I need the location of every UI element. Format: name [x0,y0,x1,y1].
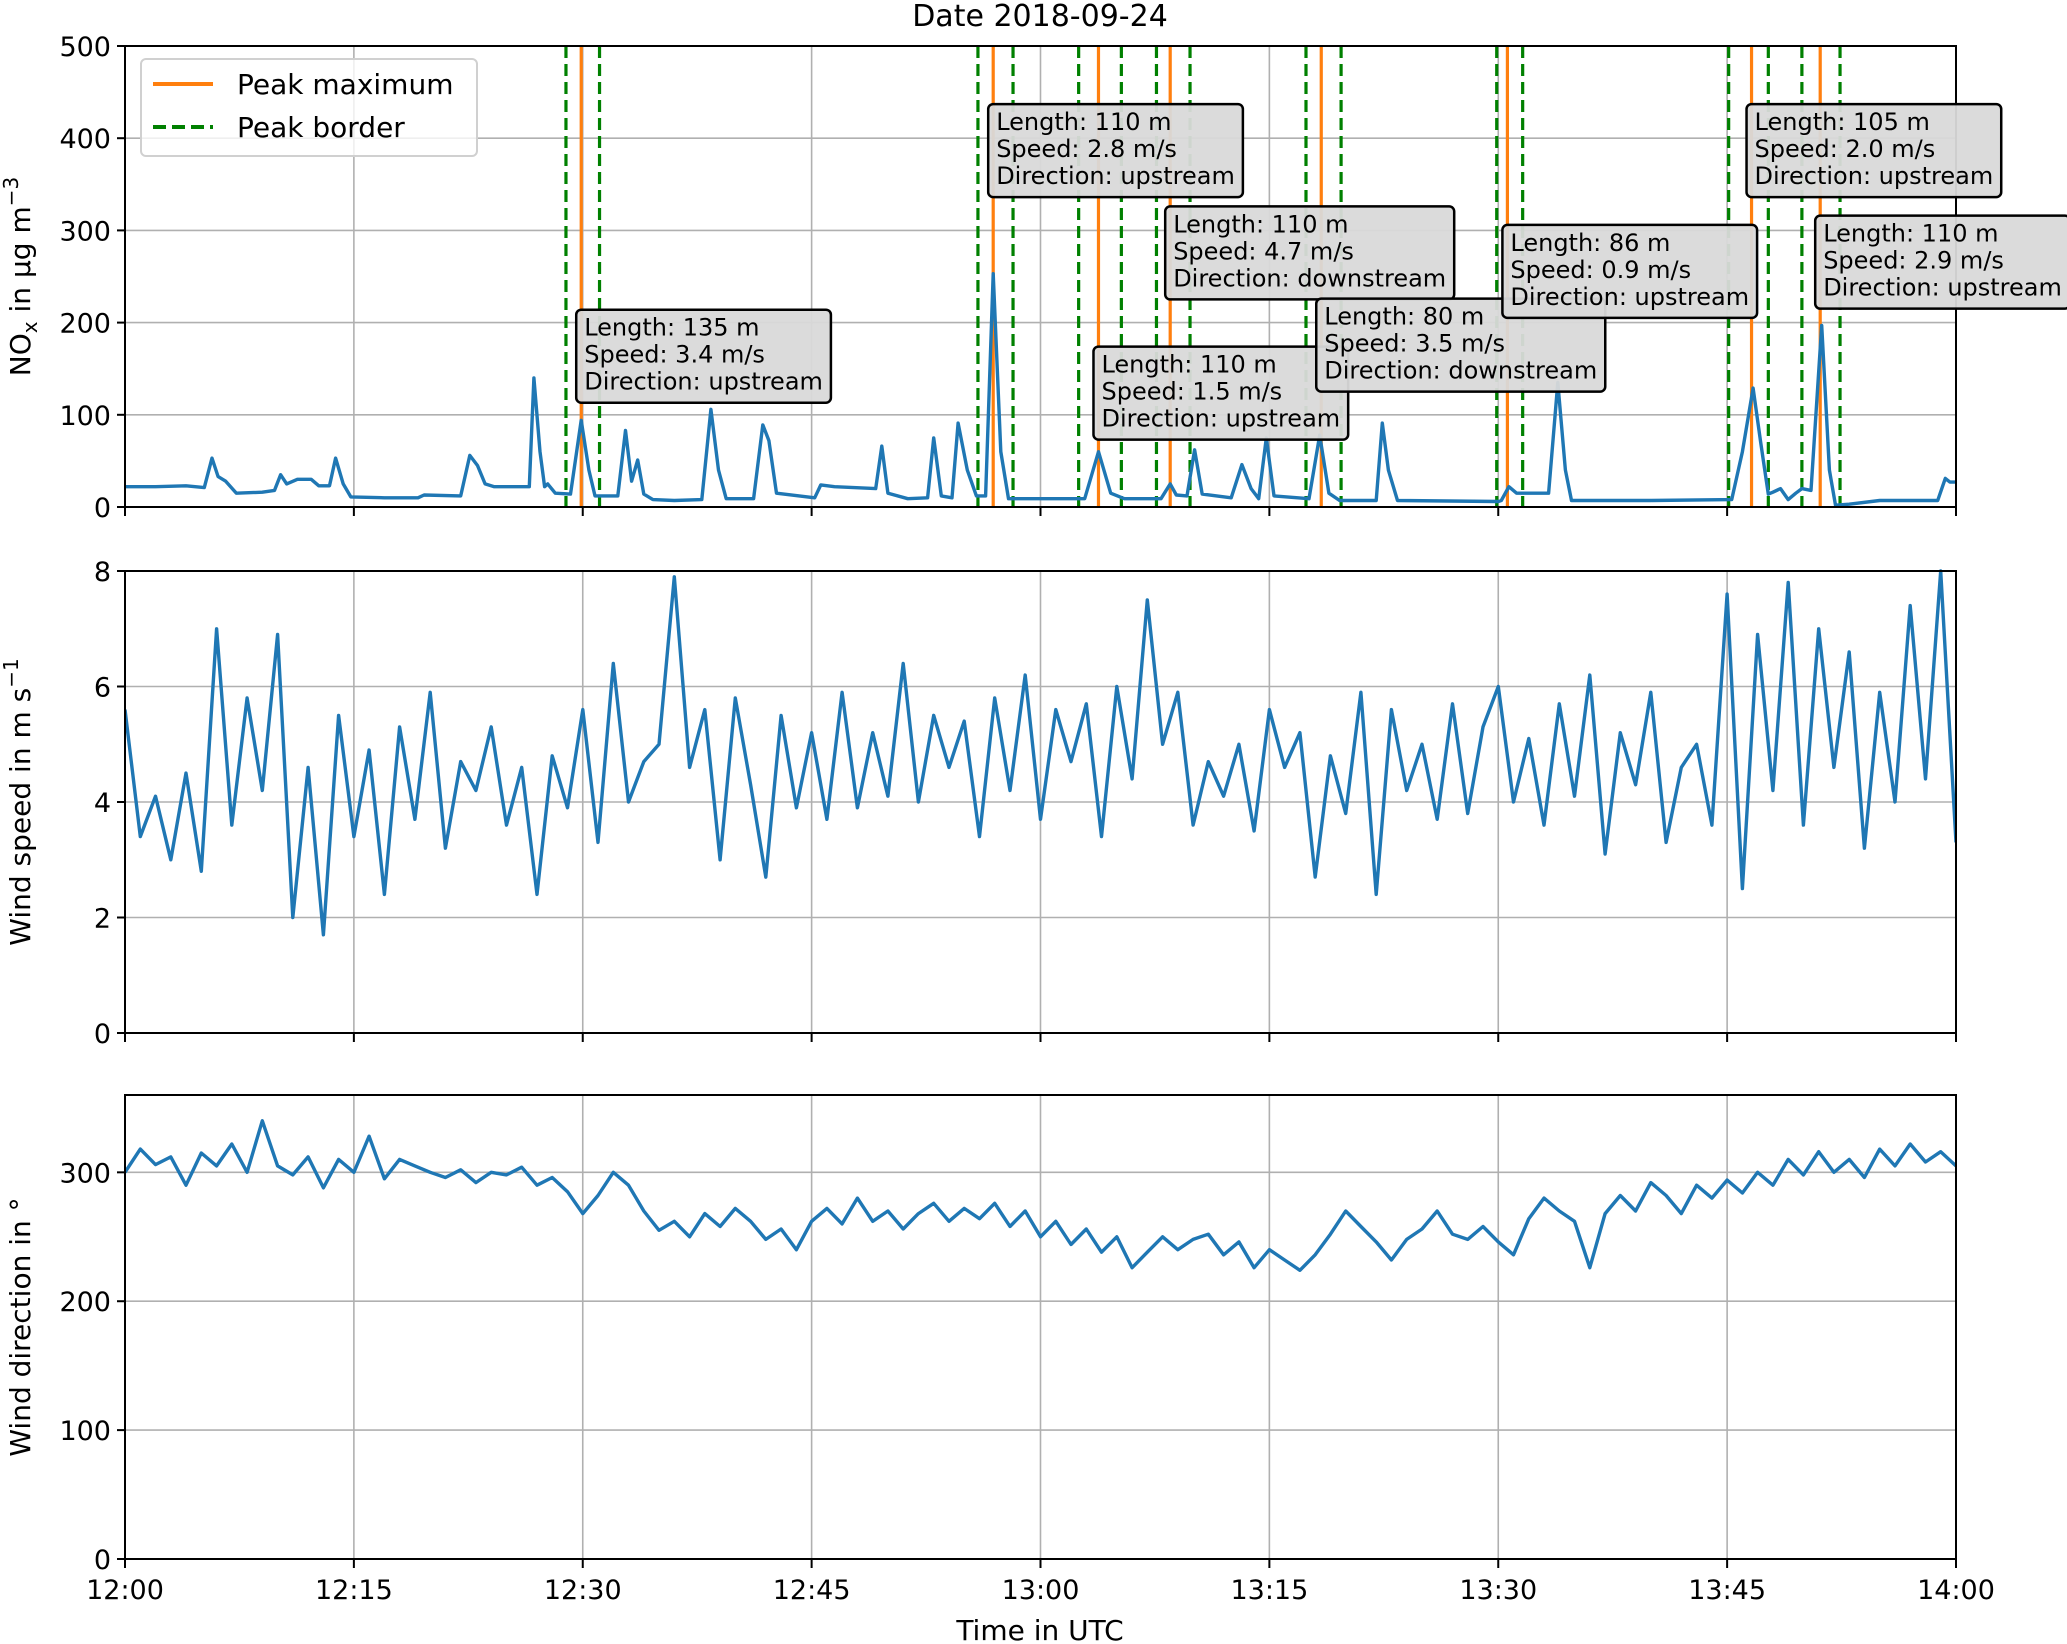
y-tick-label: 4 [94,788,111,819]
legend: Peak maximum Peak border [140,58,478,157]
panel-1: 0 100 200 300 400 500 NOx in µg m−3 Length: 135… [0,32,2067,524]
data-series-line [125,569,1956,937]
y-tick-label: 200 [59,1287,111,1318]
x-tick-label: 12:30 [544,1575,622,1606]
annotation-line: Speed: 1.5 m/s [1101,378,1282,406]
annotation-line: Speed: 3.4 m/s [584,341,765,369]
data-series-line [125,272,1956,507]
x-tick-label: 12:15 [315,1575,393,1606]
annotation-line: Length: 86 m [1510,229,1670,257]
y-tick-label: 400 [59,124,111,155]
annotation-line: Length: 110 m [1101,351,1276,379]
y-tick-label: 100 [59,1416,111,1447]
annotation-box [986,102,1245,199]
annotation-line: Direction: upstream [584,368,823,396]
annotation-line: Speed: 3.5 m/s [1324,330,1505,358]
x-tick-label: 13:30 [1459,1575,1537,1606]
y-tick-label: 0 [94,1545,111,1576]
y-axis-label-main: Wind direction in ° [4,1197,37,1456]
annotation-line: Length: 105 m [1755,108,1930,136]
annotation-line: Direction: upstream [1755,162,1994,190]
panel-2: 0 2 4 6 8 Wind speed in m s−1 [0,557,1957,1050]
y-axis-label-subscript: x [18,321,42,333]
y-axis-label-superscript: −1 [0,658,23,687]
y-tick-label: 0 [94,1019,111,1050]
annotation-line: Direction: upstream [1510,283,1749,311]
annotation-line: Speed: 0.9 m/s [1510,256,1691,284]
y-axis-label: NOx in µg m−3 [0,177,42,376]
x-tick-label: 12:45 [773,1575,851,1606]
x-tick-label: 12:00 [86,1575,164,1606]
y-tick-label: 200 [59,309,111,340]
annotation-line: Length: 135 m [584,314,759,342]
annotation-line: Length: 110 m [1823,220,1998,248]
y-tick-label: 100 [59,401,111,432]
x-tick-label: 13:15 [1230,1575,1308,1606]
y-tick-label: 8 [94,557,111,588]
y-axis-label-main: Wind speed in m s [4,688,37,946]
y-axis-label-main: NO [4,333,37,376]
y-tick-label: 500 [59,32,111,63]
annotation-box [1813,214,2067,310]
y-tick-label: 6 [94,673,111,704]
annotation-line: Length: 110 m [1173,210,1348,238]
y-tick-label: 0 [94,493,111,524]
panel-3: 0 100 200 300 12:00 12:15 12:30 12:45 13:00 13:15… [4,1094,1995,1606]
annotation-box [1745,102,2003,199]
legend-label: Peak maximum [237,68,453,101]
x-axis-label: Time in UTC [955,1614,1123,1644]
y-axis-label-superscript: −3 [0,177,23,206]
y-tick-label: 2 [94,904,111,935]
annotation-box [1092,345,1350,441]
y-tick-label: 300 [59,216,111,247]
annotation-line: Direction: upstream [1823,274,2062,302]
annotation-line: Speed: 2.0 m/s [1755,135,1936,163]
legend-box [140,58,478,157]
x-tick-label: 13:45 [1688,1575,1766,1606]
y-axis-label-rest: in µg m [4,206,37,321]
y-tick-label: 300 [59,1158,111,1189]
chart-title: Date 2018-09-24 [912,0,1168,34]
y-axis-label: Wind direction in ° [4,1197,37,1456]
annotation-line: Direction: downstream [1324,357,1597,385]
annotation-line: Speed: 4.7 m/s [1173,237,1354,265]
x-tick-label: 14:00 [1917,1575,1995,1606]
x-tick-label: 13:00 [1002,1575,1080,1606]
legend-label: Peak border [237,111,405,144]
annotation-box [1163,205,1456,301]
annotation-line: Speed: 2.8 m/s [996,135,1177,163]
data-series-line [125,1119,1956,1273]
annotation-line: Direction: upstream [996,162,1235,190]
annotation-line: Speed: 2.9 m/s [1823,247,2004,275]
annotation-line: Length: 110 m [996,108,1171,136]
annotation-line: Length: 80 m [1324,303,1484,331]
annotation-line: Direction: upstream [1101,405,1340,433]
annotation-box [574,308,833,404]
y-axis-label: Wind speed in m s−1 [0,658,37,945]
annotation-line: Direction: downstream [1173,264,1446,292]
annotation-box [1501,223,1759,320]
annotation-box [1315,297,1607,393]
